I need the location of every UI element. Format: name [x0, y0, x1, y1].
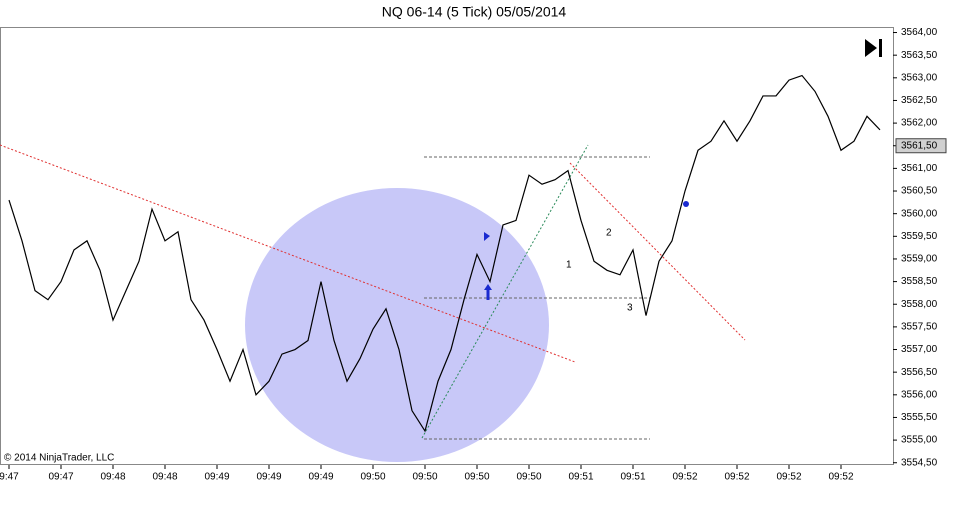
- annotation: 2: [606, 228, 612, 239]
- marker: [683, 201, 689, 207]
- y-tick-label: 3559,50: [901, 231, 938, 242]
- x-tick-label: 09:48: [152, 472, 177, 483]
- copyright: © 2014 NinjaTrader, LLC: [4, 453, 114, 464]
- y-tick-label: 3554,50: [901, 457, 938, 468]
- x-tick-label: 09:51: [568, 472, 593, 483]
- y-tick-label: 3560,00: [901, 208, 938, 219]
- y-tick-label: 3561,00: [901, 163, 938, 174]
- y-tick-label: 3563,00: [901, 72, 938, 83]
- y-tick-label: 3562,00: [901, 118, 938, 129]
- chart-title: NQ 06-14 (5 Tick) 05/05/2014: [382, 4, 567, 20]
- marker: [484, 284, 492, 300]
- marker: [484, 232, 490, 241]
- trend-line: [0, 144, 576, 363]
- x-tick-label: 09:49: [308, 472, 333, 483]
- y-tick-label: 3563,50: [901, 50, 938, 61]
- annotation: 3: [627, 303, 633, 314]
- y-tick-label: 3557,00: [901, 344, 938, 355]
- highlight-ellipse: [245, 188, 549, 462]
- y-tick-label: 3556,50: [901, 367, 938, 378]
- x-tick-label: 09:48: [100, 472, 125, 483]
- y-tick-label: 3562,50: [901, 95, 938, 106]
- plot-frame: [0, 27, 894, 465]
- x-tick-label: 09:52: [776, 472, 801, 483]
- x-tick-label: 09:52: [828, 472, 853, 483]
- x-tick-label: 09:52: [672, 472, 697, 483]
- x-tick-label: 09:50: [464, 472, 489, 483]
- x-tick-label: 09:49: [256, 472, 281, 483]
- last-price-label: 3561,50: [901, 140, 938, 151]
- x-tick-label: 09:52: [724, 472, 749, 483]
- x-tick-label: 09:50: [360, 472, 385, 483]
- x-tick-label: 09:47: [48, 472, 73, 483]
- y-tick-label: 3555,00: [901, 435, 938, 446]
- y-tick-label: 3558,00: [901, 299, 938, 310]
- y-tick-label: 3558,50: [901, 276, 938, 287]
- x-tick-label: 09:51: [620, 472, 645, 483]
- y-tick-label: 3555,50: [901, 412, 938, 423]
- trend-line: [421, 144, 589, 439]
- play-button[interactable]: [865, 39, 882, 57]
- x-tick-label: 09:50: [516, 472, 541, 483]
- y-tick-label: 3556,00: [901, 389, 938, 400]
- x-tick-label: 9:47: [0, 472, 19, 483]
- y-tick-label: 3559,00: [901, 254, 938, 265]
- trend-line: [569, 162, 746, 341]
- annotation: 1: [566, 260, 572, 271]
- price-line: [8, 74, 881, 433]
- x-tick-label: 09:49: [204, 472, 229, 483]
- y-tick-label: 3564,00: [901, 27, 938, 38]
- y-tick-label: 3560,50: [901, 186, 938, 197]
- y-tick-label: 3557,50: [901, 322, 938, 333]
- x-tick-label: 09:50: [412, 472, 437, 483]
- last-price-box: [895, 138, 947, 154]
